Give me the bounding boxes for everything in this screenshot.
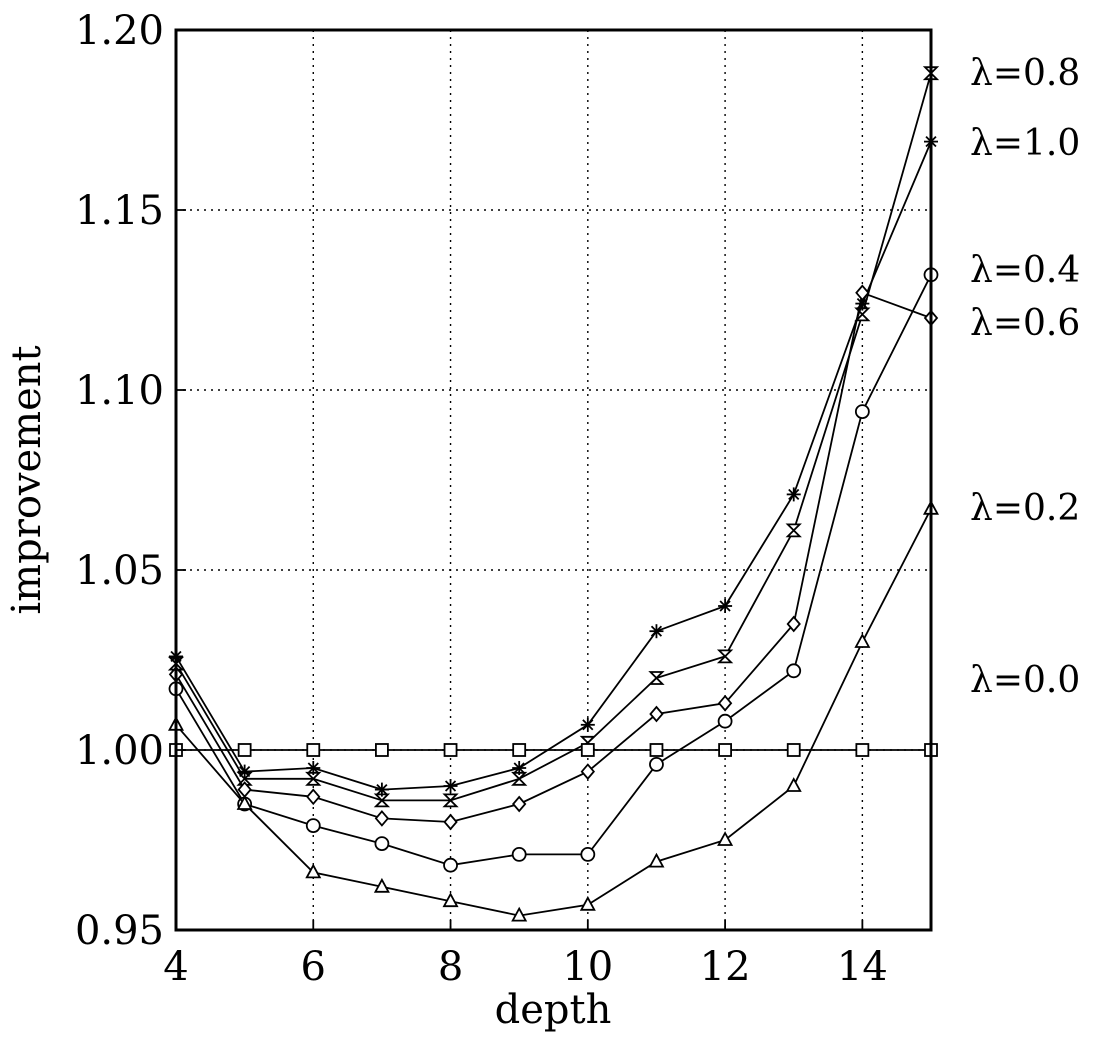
series-label: λ=0.2 bbox=[970, 488, 1080, 529]
plot-frame bbox=[174, 28, 933, 932]
data-point bbox=[718, 743, 732, 757]
data-point bbox=[443, 857, 458, 873]
y-tick-label: 0.95 bbox=[75, 908, 164, 954]
x-axis-title: depth bbox=[495, 987, 612, 1033]
series-label: λ=0.8 bbox=[970, 53, 1080, 94]
data-point bbox=[374, 810, 390, 827]
series-asterisk bbox=[169, 134, 938, 797]
series-label: λ=0.6 bbox=[970, 303, 1080, 344]
data-point bbox=[648, 852, 665, 868]
data-point bbox=[855, 743, 870, 757]
series-square bbox=[169, 743, 938, 757]
data-point bbox=[306, 761, 321, 775]
data-point bbox=[579, 895, 596, 911]
series-group bbox=[167, 66, 940, 922]
data-point bbox=[649, 705, 664, 723]
series-diamond bbox=[168, 284, 939, 831]
data-point bbox=[305, 771, 322, 786]
data-point bbox=[786, 743, 801, 757]
data-point bbox=[237, 764, 252, 779]
data-point bbox=[511, 771, 528, 786]
y-tick-label: 1.00 bbox=[75, 728, 164, 774]
data-point bbox=[786, 615, 801, 633]
data-point bbox=[306, 788, 321, 806]
data-point bbox=[374, 836, 390, 851]
x-tick-label: 14 bbox=[837, 944, 888, 990]
y-tick-label: 1.20 bbox=[75, 8, 164, 54]
data-point bbox=[237, 743, 252, 757]
data-point bbox=[375, 743, 389, 757]
series-line bbox=[175, 274, 932, 867]
data-point bbox=[649, 624, 664, 639]
series-triangle bbox=[167, 499, 940, 922]
data-point bbox=[717, 694, 733, 712]
data-point bbox=[580, 763, 596, 780]
x-tick-label: 6 bbox=[301, 944, 326, 990]
data-point bbox=[373, 793, 391, 808]
data-point bbox=[442, 892, 459, 908]
series-line bbox=[175, 141, 932, 791]
data-point bbox=[718, 599, 733, 613]
data-point bbox=[854, 633, 871, 648]
series-line bbox=[175, 72, 932, 802]
data-point bbox=[649, 757, 664, 772]
data-point bbox=[511, 847, 527, 862]
data-point bbox=[443, 813, 458, 831]
series-circle bbox=[168, 267, 939, 873]
series-line bbox=[175, 291, 932, 823]
data-point bbox=[855, 284, 870, 302]
x-tick-label: 12 bbox=[700, 944, 751, 990]
series-label: λ=0.0 bbox=[970, 660, 1080, 701]
data-point bbox=[717, 713, 733, 729]
data-point bbox=[511, 795, 527, 813]
series-label: λ=0.4 bbox=[970, 250, 1080, 291]
data-point bbox=[716, 649, 734, 664]
data-point bbox=[512, 743, 527, 757]
data-point bbox=[373, 877, 390, 893]
x-tick-label: 4 bbox=[163, 944, 188, 990]
data-point bbox=[443, 743, 458, 757]
data-point bbox=[512, 761, 527, 775]
data-point bbox=[649, 743, 664, 757]
tick-labels: 4 6 8 10 12 14 0.95 1.00 1.05 1.10 1.15 1.20 bbox=[75, 8, 888, 990]
data-point bbox=[305, 863, 322, 879]
data-point bbox=[580, 743, 595, 757]
data-point bbox=[717, 831, 734, 846]
data-point bbox=[786, 663, 802, 679]
data-point bbox=[580, 847, 596, 862]
data-point bbox=[236, 795, 253, 810]
x-tick-label: 10 bbox=[562, 944, 613, 990]
y-tick-label: 1.10 bbox=[75, 368, 164, 414]
series-labels: λ=0.8 λ=1.0 λ=0.4 λ=0.6 λ=0.2 λ=0.0 bbox=[970, 53, 1080, 701]
data-point bbox=[648, 671, 665, 685]
y-axis-title: improvement bbox=[4, 345, 50, 614]
series-hourglass bbox=[167, 66, 940, 808]
data-point bbox=[580, 717, 595, 732]
data-point bbox=[442, 793, 459, 808]
series-label: λ=1.0 bbox=[970, 123, 1080, 164]
data-point bbox=[786, 487, 801, 502]
data-point bbox=[443, 779, 458, 793]
x-tick-label: 8 bbox=[438, 944, 463, 990]
data-point bbox=[306, 743, 321, 757]
series-line bbox=[175, 508, 932, 917]
data-point bbox=[785, 523, 802, 538]
y-tick-label: 1.15 bbox=[75, 188, 164, 234]
data-point bbox=[511, 906, 528, 922]
data-point bbox=[305, 818, 321, 833]
data-point bbox=[854, 404, 870, 420]
data-point bbox=[785, 777, 802, 792]
y-tick-label: 1.05 bbox=[75, 548, 164, 594]
data-point bbox=[374, 782, 389, 797]
